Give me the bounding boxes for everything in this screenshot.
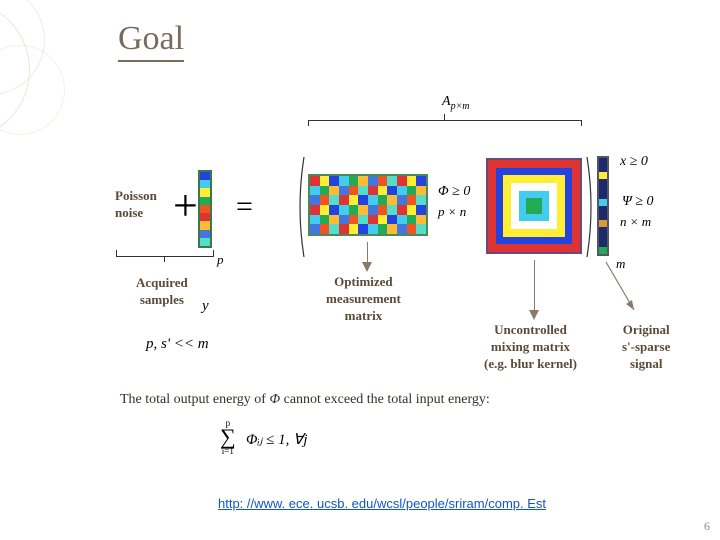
eq-sum: p ∑ i=1 [220, 418, 236, 456]
arrow-down-icon [362, 262, 372, 272]
eq-sparse: p, s' << m [146, 336, 209, 353]
brace-y [116, 256, 214, 257]
equals-icon: = [236, 190, 253, 224]
reference-link[interactable]: http: //www. ece. ucsb. edu/wcsl/people/… [218, 496, 546, 511]
psi-matrix [486, 158, 582, 254]
label-poisson: Poisson noise [115, 188, 157, 222]
y_vec-matrix [198, 170, 212, 248]
label-acquired: Acquired samples [136, 275, 188, 309]
plus-icon: + [173, 180, 198, 231]
x_vec-matrix [597, 156, 609, 256]
arrow-diag-icon [604, 260, 644, 320]
eq-psi-geq: Ψ ≥ 0 [622, 194, 654, 210]
eq-y: y [202, 298, 209, 315]
label-original: Original s'-sparse signal [622, 322, 670, 373]
label-uncontrolled: Uncontrolled mixing matrix (e.g. blur ke… [484, 322, 577, 373]
eq-phi-geq: Φ ≥ 0 [438, 184, 470, 200]
bracket-left-icon [294, 155, 306, 259]
eq-p: p [217, 252, 224, 268]
eq-psi-dim: n × m [620, 214, 651, 230]
label-optimized: Optimized measurement matrix [326, 274, 401, 325]
slide-title: Goal [118, 20, 184, 62]
deco-circle [0, 45, 65, 135]
energy-sentence: The total output energy of Φ cannot exce… [120, 392, 490, 408]
phi-matrix [308, 174, 428, 236]
bracket-right-icon [585, 155, 597, 259]
brace-A [308, 120, 582, 121]
page-number: 6 [704, 519, 710, 534]
eq-x-geq: x ≥ 0 [620, 154, 648, 170]
arrow-down-icon [529, 310, 539, 320]
eq-phi-dim: p × n [438, 204, 466, 220]
eq-sum-body: Φᵢⱼ ≤ 1, ∀j [246, 430, 308, 449]
eq-A: Ap×m [442, 94, 470, 112]
